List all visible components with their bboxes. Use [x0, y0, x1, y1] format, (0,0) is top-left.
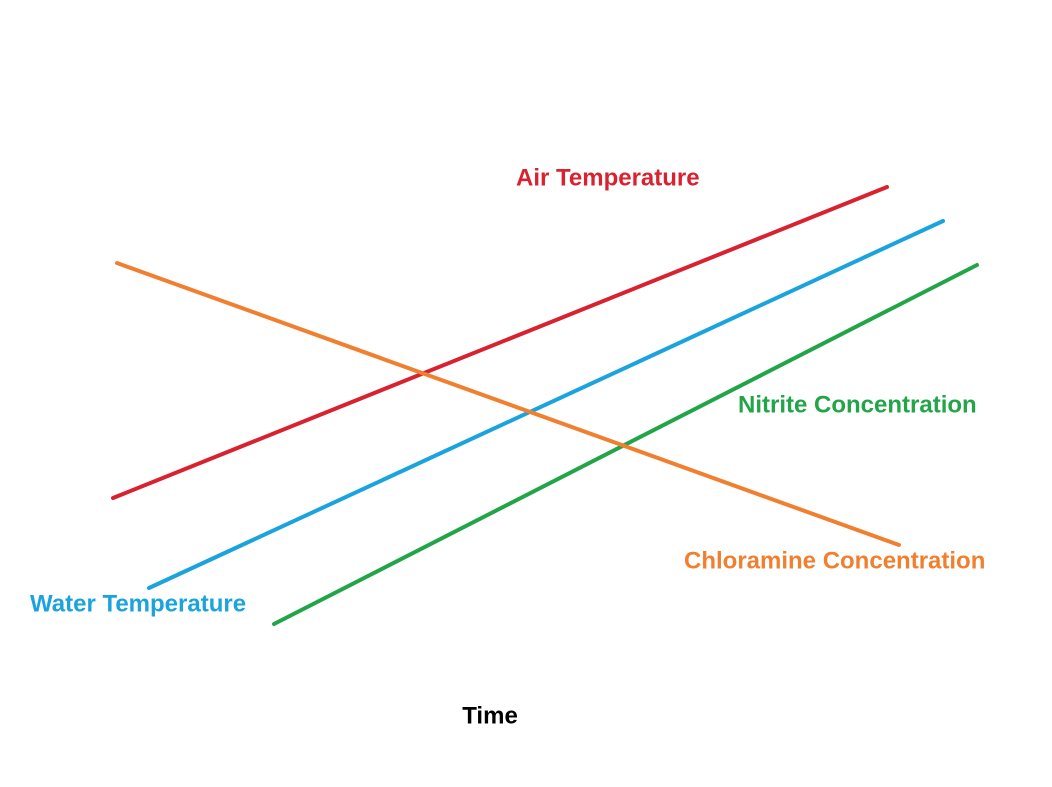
x-axis-label: Time [462, 702, 518, 729]
air-temperature-label: Air Temperature [516, 164, 700, 191]
air-temperature-line [111, 185, 889, 500]
water-temperature-label: Water Temperature [30, 590, 246, 617]
chloramine-concentration-label: Chloramine Concentration [684, 547, 985, 574]
water-temperature-line [147, 219, 945, 590]
nitrite-concentration-label: Nitrite Concentration [738, 391, 977, 418]
chloramine-concentration-line [115, 261, 901, 547]
